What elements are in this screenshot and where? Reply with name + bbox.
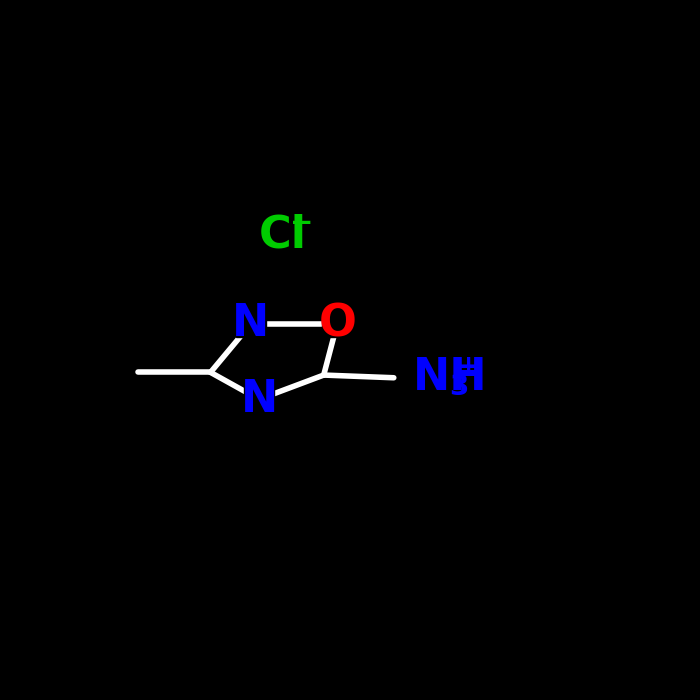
Bar: [322, 311, 352, 337]
Text: Cl: Cl: [259, 214, 307, 256]
Bar: [236, 311, 266, 337]
Text: 3: 3: [449, 374, 469, 402]
Bar: [244, 386, 274, 412]
Text: NH: NH: [412, 356, 487, 399]
Text: +: +: [457, 353, 480, 381]
Text: N: N: [240, 378, 278, 421]
Text: −: −: [290, 209, 314, 237]
Text: N: N: [232, 302, 270, 345]
Text: O: O: [318, 302, 356, 345]
